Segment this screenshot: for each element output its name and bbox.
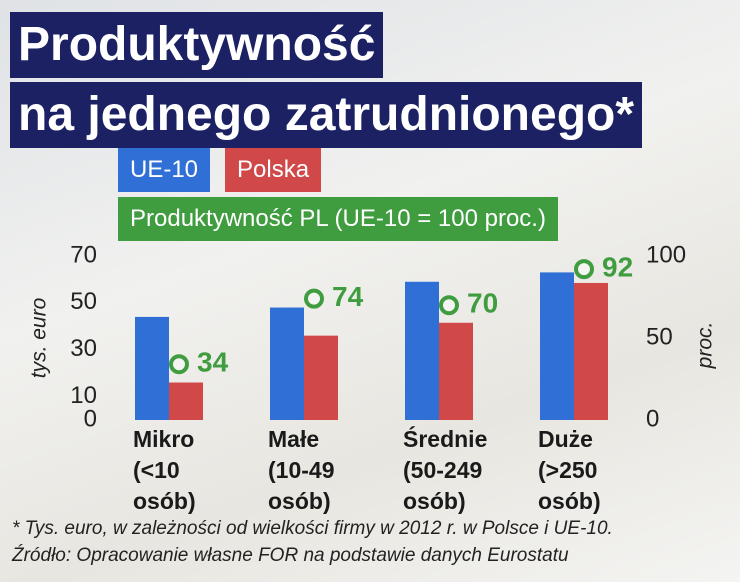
bar: [304, 335, 338, 420]
bar: [574, 282, 608, 420]
bar: [169, 382, 203, 420]
marker: [439, 295, 459, 316]
y-axis-label: tys. euro: [28, 297, 51, 378]
y-tick-label: 30: [70, 335, 97, 362]
bar: [540, 272, 574, 420]
legend-entry: Polska: [225, 148, 322, 192]
footnote: * Tys. euro, w zależności od wielkości f…: [12, 518, 613, 539]
bar: [439, 322, 473, 420]
y-tick-label: 0: [84, 405, 97, 432]
data-label: 70: [467, 288, 498, 319]
y2-tick-label: 100: [646, 241, 686, 268]
x-tick-label: Średnie (50-249 osób): [403, 426, 488, 514]
bar: [135, 316, 169, 420]
y2-tick-label: 50: [646, 323, 673, 350]
y-tick-label: 10: [70, 382, 97, 409]
y-tick-label: 70: [70, 241, 97, 268]
y2-axis-label: proc.: [694, 322, 717, 370]
x-tick-label: Małe (10-49 osób): [268, 426, 335, 514]
y2-tick-label: 0: [646, 405, 659, 432]
data-label: 92: [602, 252, 633, 283]
bar: [270, 307, 304, 420]
y-tick-label: 50: [70, 288, 97, 315]
x-tick-label: Mikro (<10 osób): [133, 426, 196, 514]
title-line: na jednego zatrudnionego*: [10, 82, 643, 148]
legend-entry: Produktywność PL (UE-10 = 100 proc.): [118, 197, 558, 241]
data-label: 34: [197, 347, 229, 378]
footnote: Źródło: Opracowanie własne FOR na podsta…: [12, 545, 569, 566]
marker: [169, 354, 189, 375]
marker: [574, 259, 594, 280]
data-label: 74: [332, 281, 364, 312]
marker: [304, 288, 324, 309]
bar: [405, 281, 439, 420]
title-line: Produktywność: [10, 12, 384, 78]
legend-entry: UE-10: [118, 148, 211, 192]
x-tick-label: Duże (>250 osób): [538, 426, 601, 514]
